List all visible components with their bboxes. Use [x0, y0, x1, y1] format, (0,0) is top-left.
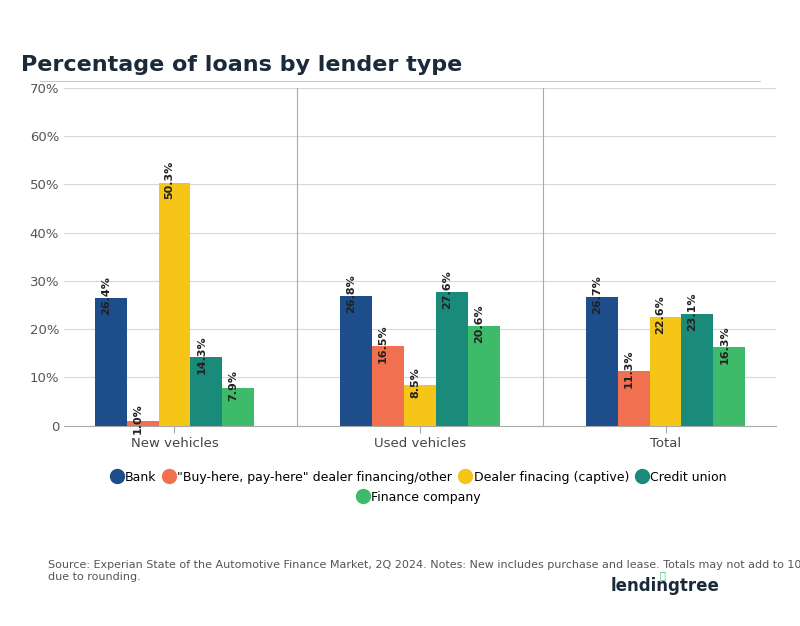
- Text: 27.6%: 27.6%: [442, 270, 452, 309]
- Bar: [436, 292, 468, 426]
- Text: 14.3%: 14.3%: [197, 335, 206, 374]
- Text: 26.7%: 26.7%: [592, 275, 602, 314]
- Text: 🌿: 🌿: [659, 570, 666, 580]
- Bar: [372, 346, 404, 426]
- Bar: [468, 326, 500, 426]
- Bar: [618, 371, 650, 426]
- Bar: [714, 347, 746, 426]
- Text: Percentage of loans by lender type: Percentage of loans by lender type: [22, 55, 462, 75]
- Text: 26.4%: 26.4%: [101, 276, 110, 316]
- Text: 26.8%: 26.8%: [346, 274, 356, 313]
- Text: 50.3%: 50.3%: [165, 162, 174, 200]
- Legend: Finance company: Finance company: [359, 491, 481, 504]
- Bar: [190, 357, 222, 426]
- Text: 20.6%: 20.6%: [474, 304, 484, 343]
- Bar: [340, 296, 372, 426]
- Bar: [650, 317, 682, 426]
- Bar: [404, 384, 436, 426]
- Text: 16.3%: 16.3%: [719, 326, 730, 364]
- Text: lendingtree: lendingtree: [611, 577, 720, 595]
- Bar: [682, 314, 714, 426]
- Text: 22.6%: 22.6%: [655, 295, 666, 334]
- Text: Source: Experian State of the Automotive Finance Market, 2Q 2024. Notes: New inc: Source: Experian State of the Automotive…: [48, 560, 800, 582]
- Text: 11.3%: 11.3%: [623, 349, 634, 388]
- Bar: [586, 297, 618, 426]
- Text: 1.0%: 1.0%: [133, 403, 142, 434]
- Bar: [126, 421, 158, 426]
- Bar: [158, 183, 190, 426]
- Text: 16.5%: 16.5%: [378, 324, 388, 363]
- Bar: [94, 298, 126, 426]
- Text: 23.1%: 23.1%: [687, 292, 698, 331]
- Bar: [222, 387, 254, 426]
- Text: 7.9%: 7.9%: [228, 369, 238, 401]
- Text: 8.5%: 8.5%: [410, 367, 420, 398]
